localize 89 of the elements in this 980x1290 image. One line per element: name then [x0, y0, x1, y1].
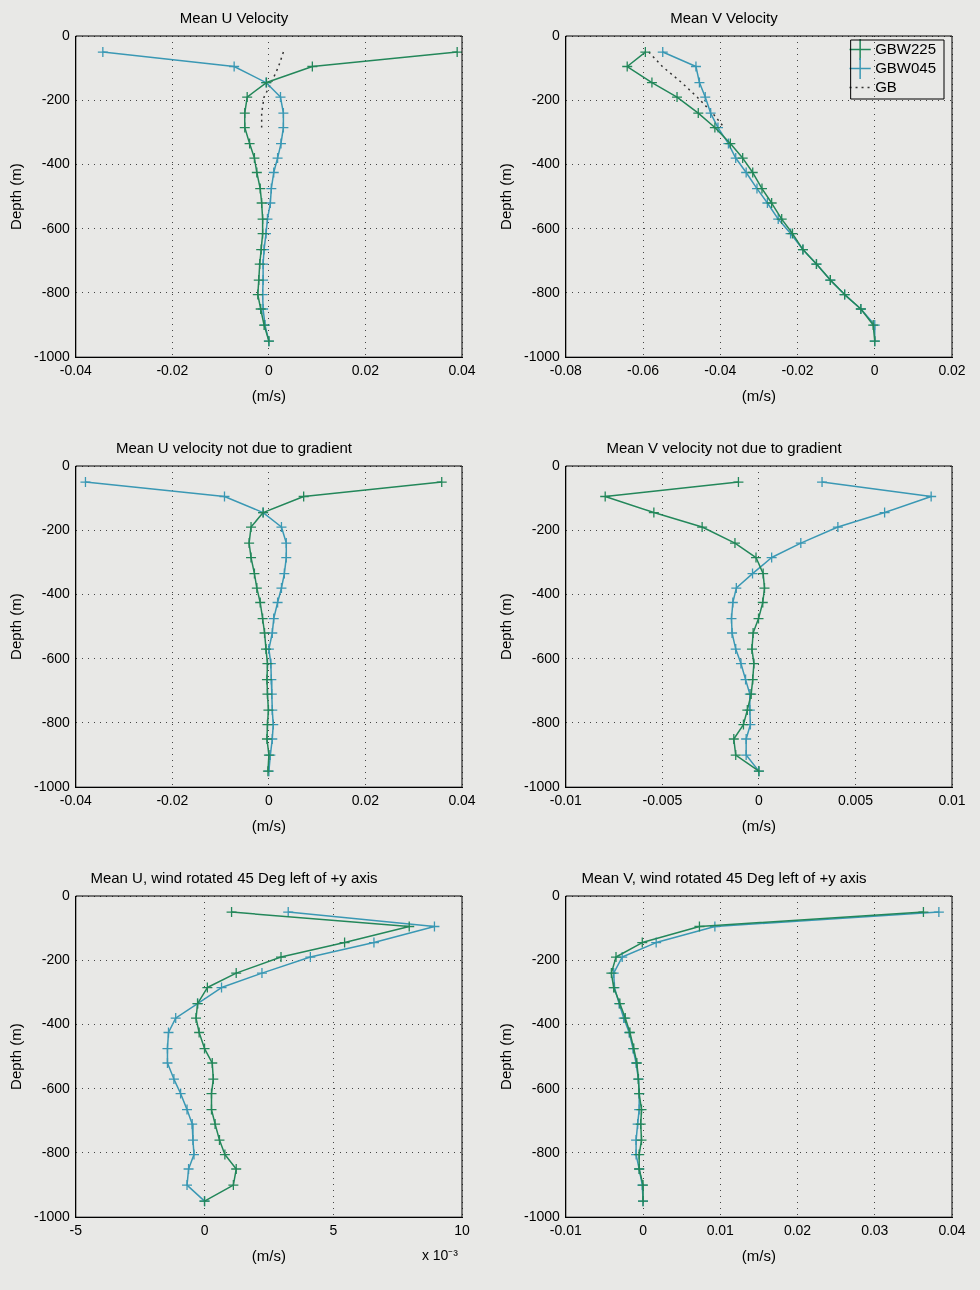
y-tick-label: -400 — [531, 155, 561, 172]
y-tick-label: 0 — [552, 456, 561, 473]
x-tick-label: 10 — [454, 1222, 470, 1239]
y-tick-label: -400 — [531, 1015, 561, 1032]
legend-label: GBW225 — [875, 39, 936, 57]
y-tick-label: -400 — [531, 585, 561, 602]
chart-title: Mean V velocity not due to gradient — [606, 439, 843, 457]
legend-label: GB — [875, 77, 897, 95]
x-tick-label: -0.04 — [59, 362, 92, 379]
text: x 10⁻³ — [421, 1247, 459, 1264]
y-tick-label: -200 — [41, 91, 71, 108]
y-tick-label: -200 — [41, 521, 71, 538]
chart-title: Mean V, wind rotated 45 Deg left of +y axis — [581, 869, 867, 887]
x-tick-label: 0.02 — [783, 1222, 812, 1239]
y-axis-title: Depth (m) — [7, 163, 25, 230]
y-tick-label: -1000 — [33, 1208, 71, 1225]
x-tick-label: 0 — [200, 1222, 209, 1239]
x-axis-title: (m/s) — [741, 817, 776, 835]
y-tick-label: -200 — [531, 91, 561, 108]
chart-title: Mean U Velocity — [179, 9, 289, 27]
y-tick-label: -800 — [531, 713, 561, 730]
x-tick-label: 0 — [639, 1222, 648, 1239]
x-tick-label: 0.005 — [837, 792, 874, 809]
x-tick-label: -0.01 — [549, 792, 582, 809]
x-axis-title: (m/s) — [741, 1247, 776, 1265]
x-tick-label: 0.02 — [938, 362, 966, 379]
y-tick-label: 0 — [62, 886, 71, 903]
x-axis-title: (m/s) — [251, 1247, 286, 1265]
x-tick-label: 0.04 — [448, 792, 476, 809]
y-tick-label: -800 — [531, 283, 561, 300]
y-tick-label: -200 — [531, 951, 561, 968]
y-axis-title: Depth (m) — [497, 163, 515, 230]
x-tick-label: -0.01 — [549, 1222, 582, 1239]
y-tick-label: -800 — [41, 283, 71, 300]
y-tick-label: -800 — [531, 1143, 561, 1160]
legend-label: GBW045 — [875, 58, 936, 76]
y-tick-label: 0 — [552, 886, 561, 903]
x-axis-title: (m/s) — [251, 387, 286, 405]
y-tick-label: -1000 — [523, 1208, 561, 1225]
x-tick-label: -0.08 — [549, 362, 582, 379]
y-tick-label: -1000 — [523, 348, 561, 365]
y-tick-label: -600 — [531, 649, 561, 666]
chart-title: Mean V Velocity — [670, 9, 779, 27]
x-tick-label: 0.03 — [861, 1222, 889, 1239]
x-tick-label: -0.04 — [59, 792, 92, 809]
y-tick-label: -800 — [41, 1143, 71, 1160]
y-axis-title: Depth (m) — [7, 593, 25, 660]
y-tick-label: -400 — [41, 1015, 71, 1032]
x-tick-label: -0.04 — [704, 362, 737, 379]
y-tick-label: -600 — [531, 1079, 561, 1096]
x-tick-label: 0.02 — [351, 362, 380, 379]
x-tick-label: 0.01 — [938, 792, 966, 809]
y-tick-label: -1000 — [33, 348, 71, 365]
y-tick-label: -400 — [41, 585, 71, 602]
y-axis-title: Depth (m) — [497, 593, 515, 660]
x-axis-title: (m/s) — [741, 387, 776, 405]
y-tick-label: 0 — [62, 26, 71, 43]
x-tick-label: 0.02 — [351, 792, 380, 809]
y-tick-label: -600 — [41, 219, 71, 236]
y-tick-label: -800 — [41, 713, 71, 730]
x-tick-label: 0.01 — [706, 1222, 735, 1239]
x-tick-label: -5 — [69, 1222, 83, 1239]
x-tick-label: -0.005 — [642, 792, 683, 809]
x-tick-label: 5 — [329, 1222, 338, 1239]
y-tick-label: 0 — [62, 456, 71, 473]
x-tick-label: 0 — [755, 792, 763, 809]
x-tick-label: 0 — [265, 792, 273, 809]
x-tick-label: 0.04 — [448, 362, 476, 379]
y-tick-label: -200 — [531, 521, 561, 538]
y-tick-label: 0 — [552, 26, 561, 43]
y-tick-label: -400 — [41, 155, 71, 172]
x-axis-title: (m/s) — [251, 817, 286, 835]
x-tick-label: -0.02 — [156, 792, 189, 809]
y-tick-label: -200 — [41, 951, 71, 968]
y-tick-label: -600 — [41, 649, 71, 666]
x-tick-label: 0 — [265, 362, 273, 379]
y-tick-label: -600 — [41, 1079, 71, 1096]
y-tick-label: -1000 — [33, 778, 71, 795]
x-tick-label: 0 — [870, 362, 879, 379]
chart-title: Mean U velocity not due to gradient — [116, 439, 353, 457]
x-tick-label: 0.04 — [938, 1222, 966, 1239]
chart-title: Mean U, wind rotated 45 Deg left of +y axis — [90, 869, 378, 887]
x-tick-label: -0.02 — [781, 362, 814, 379]
y-tick-label: -1000 — [523, 778, 561, 795]
x-tick-label: -0.02 — [156, 362, 189, 379]
y-axis-title: Depth (m) — [7, 1023, 25, 1090]
x-tick-label: -0.06 — [627, 362, 660, 379]
y-axis-title: Depth (m) — [497, 1023, 515, 1090]
y-tick-label: -600 — [531, 219, 561, 236]
